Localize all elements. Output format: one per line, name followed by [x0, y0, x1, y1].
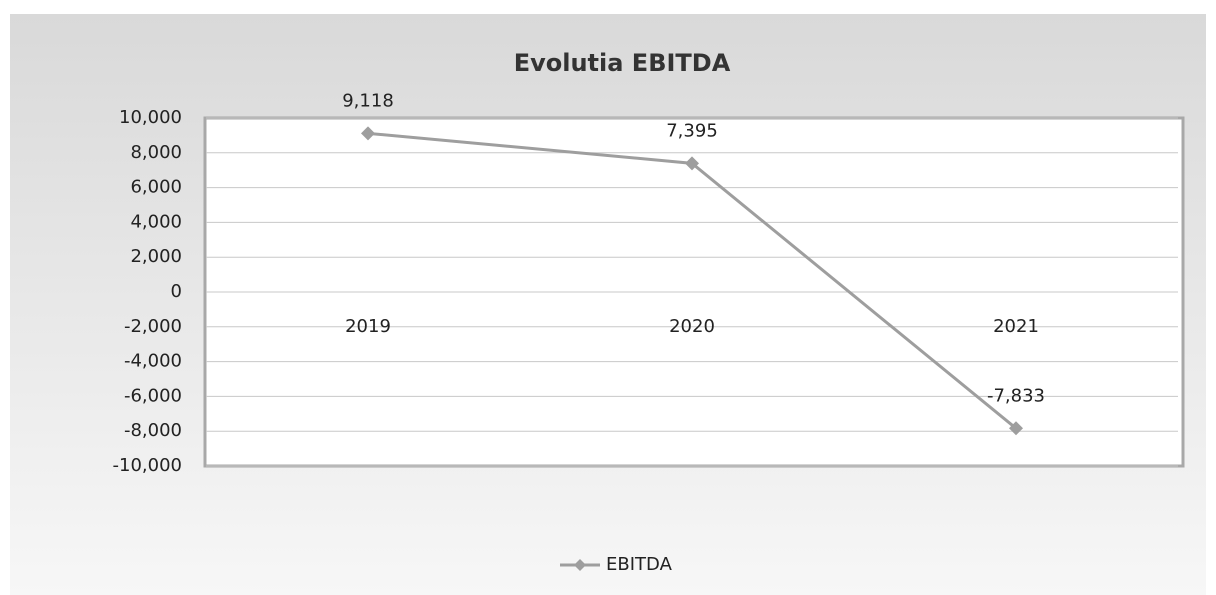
y-tick-label: -2,000	[124, 316, 182, 337]
data-label: 9,118	[342, 90, 394, 111]
legend-label: EBITDA	[606, 554, 673, 575]
chart-title: Evolutia EBITDA	[514, 49, 731, 77]
data-label: -7,833	[987, 385, 1045, 406]
data-point	[361, 126, 375, 141]
data-label: 7,395	[666, 120, 718, 141]
y-tick-label: 2,000	[130, 246, 182, 267]
data-point	[685, 156, 699, 171]
y-tick-label: 8,000	[130, 142, 182, 163]
y-tick-label: 0	[171, 281, 182, 302]
x-tick-label: 2021	[993, 316, 1039, 337]
legend-marker	[574, 559, 586, 571]
y-tick-label: -4,000	[124, 351, 182, 372]
y-tick-label: -8,000	[124, 420, 182, 441]
data-point	[1009, 421, 1023, 436]
x-tick-label: 2019	[345, 316, 391, 337]
x-tick-label: 2020	[669, 316, 715, 337]
y-tick-label: 6,000	[130, 177, 182, 198]
y-tick-label: 10,000	[119, 107, 182, 128]
y-tick-label: -6,000	[124, 385, 182, 406]
y-tick-label: 4,000	[130, 211, 182, 232]
y-tick-label: -10,000	[113, 455, 182, 476]
